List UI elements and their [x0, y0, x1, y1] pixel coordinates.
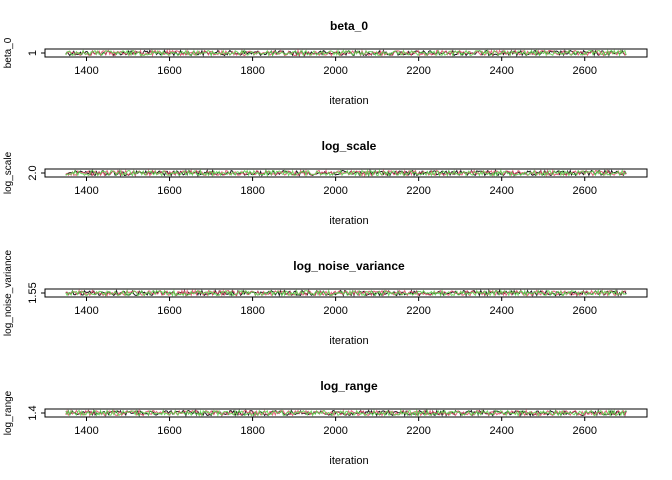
trace-line-chain-3: [65, 48, 627, 57]
panel-title: log_range: [320, 379, 378, 393]
x-tick-label: 1400: [74, 65, 98, 77]
x-tick-label: 2200: [406, 65, 430, 77]
trace-line-chain-1: [65, 168, 627, 178]
x-tick-label: 2000: [323, 425, 347, 437]
x-axis-label: iteration: [329, 335, 368, 347]
y-tick-label: 2.0: [27, 165, 39, 180]
x-tick-label: 1800: [240, 425, 264, 437]
trace-line-chain-3: [65, 408, 627, 418]
x-axis-label: iteration: [329, 215, 368, 227]
x-tick-label: 1600: [157, 425, 181, 437]
x-axis-label: iteration: [329, 455, 368, 467]
trace-line-chain-3: [65, 168, 627, 178]
x-tick-label: 1600: [157, 305, 181, 317]
y-axis-label: log_range: [3, 390, 14, 435]
x-tick-label: 2000: [323, 305, 347, 317]
x-tick-label: 1800: [240, 185, 264, 197]
x-tick-label: 2200: [406, 305, 430, 317]
x-tick-label: 2200: [406, 425, 430, 437]
y-axis-label: log_noise_variance: [3, 249, 14, 336]
panel-title: log_scale: [322, 139, 377, 153]
y-axis-label: log_scale: [3, 151, 14, 194]
x-tick-label: 1400: [74, 425, 98, 437]
y-tick-label: 1.4: [27, 405, 39, 420]
x-tick-label: 1800: [240, 65, 264, 77]
panel-4: log_range 1.4 1400 1600 1800 2000 2200 2400 2600…: [3, 379, 648, 467]
x-axis-label: iteration: [329, 95, 368, 107]
panel-3: log_noise_variance 1.55 1400 1600 1800 2000 22…: [3, 249, 648, 347]
y-tick-label: 1: [27, 50, 39, 56]
x-tick-label: 1600: [157, 185, 181, 197]
y-axis-label: beta_0: [3, 37, 14, 68]
panel-title: log_noise_variance: [293, 259, 405, 273]
x-tick-label: 2600: [572, 425, 596, 437]
panel-2: log_scale 2.0 1400 1600 1800 2000 2200 2400 2600…: [3, 139, 648, 227]
panel-title: beta_0: [330, 19, 368, 33]
x-tick-label: 1400: [74, 185, 98, 197]
x-tick-label: 2400: [489, 185, 513, 197]
x-tick-label: 2000: [323, 185, 347, 197]
x-tick-label: 2600: [572, 185, 596, 197]
x-tick-label: 2400: [489, 65, 513, 77]
x-tick-label: 2400: [489, 305, 513, 317]
x-tick-label: 1800: [240, 305, 264, 317]
x-tick-label: 1600: [157, 65, 181, 77]
x-tick-label: 1400: [74, 305, 98, 317]
x-tick-label: 2400: [489, 425, 513, 437]
trace-line-chain-3: [65, 288, 627, 297]
x-tick-label: 2600: [572, 65, 596, 77]
panel-1: beta_0 1 1400 1600 1800 2000 2200 2400 2600 itera…: [3, 19, 648, 107]
x-tick-label: 2200: [406, 185, 430, 197]
x-tick-label: 2000: [323, 65, 347, 77]
y-tick-label: 1.55: [27, 282, 39, 303]
x-tick-label: 2600: [572, 305, 596, 317]
